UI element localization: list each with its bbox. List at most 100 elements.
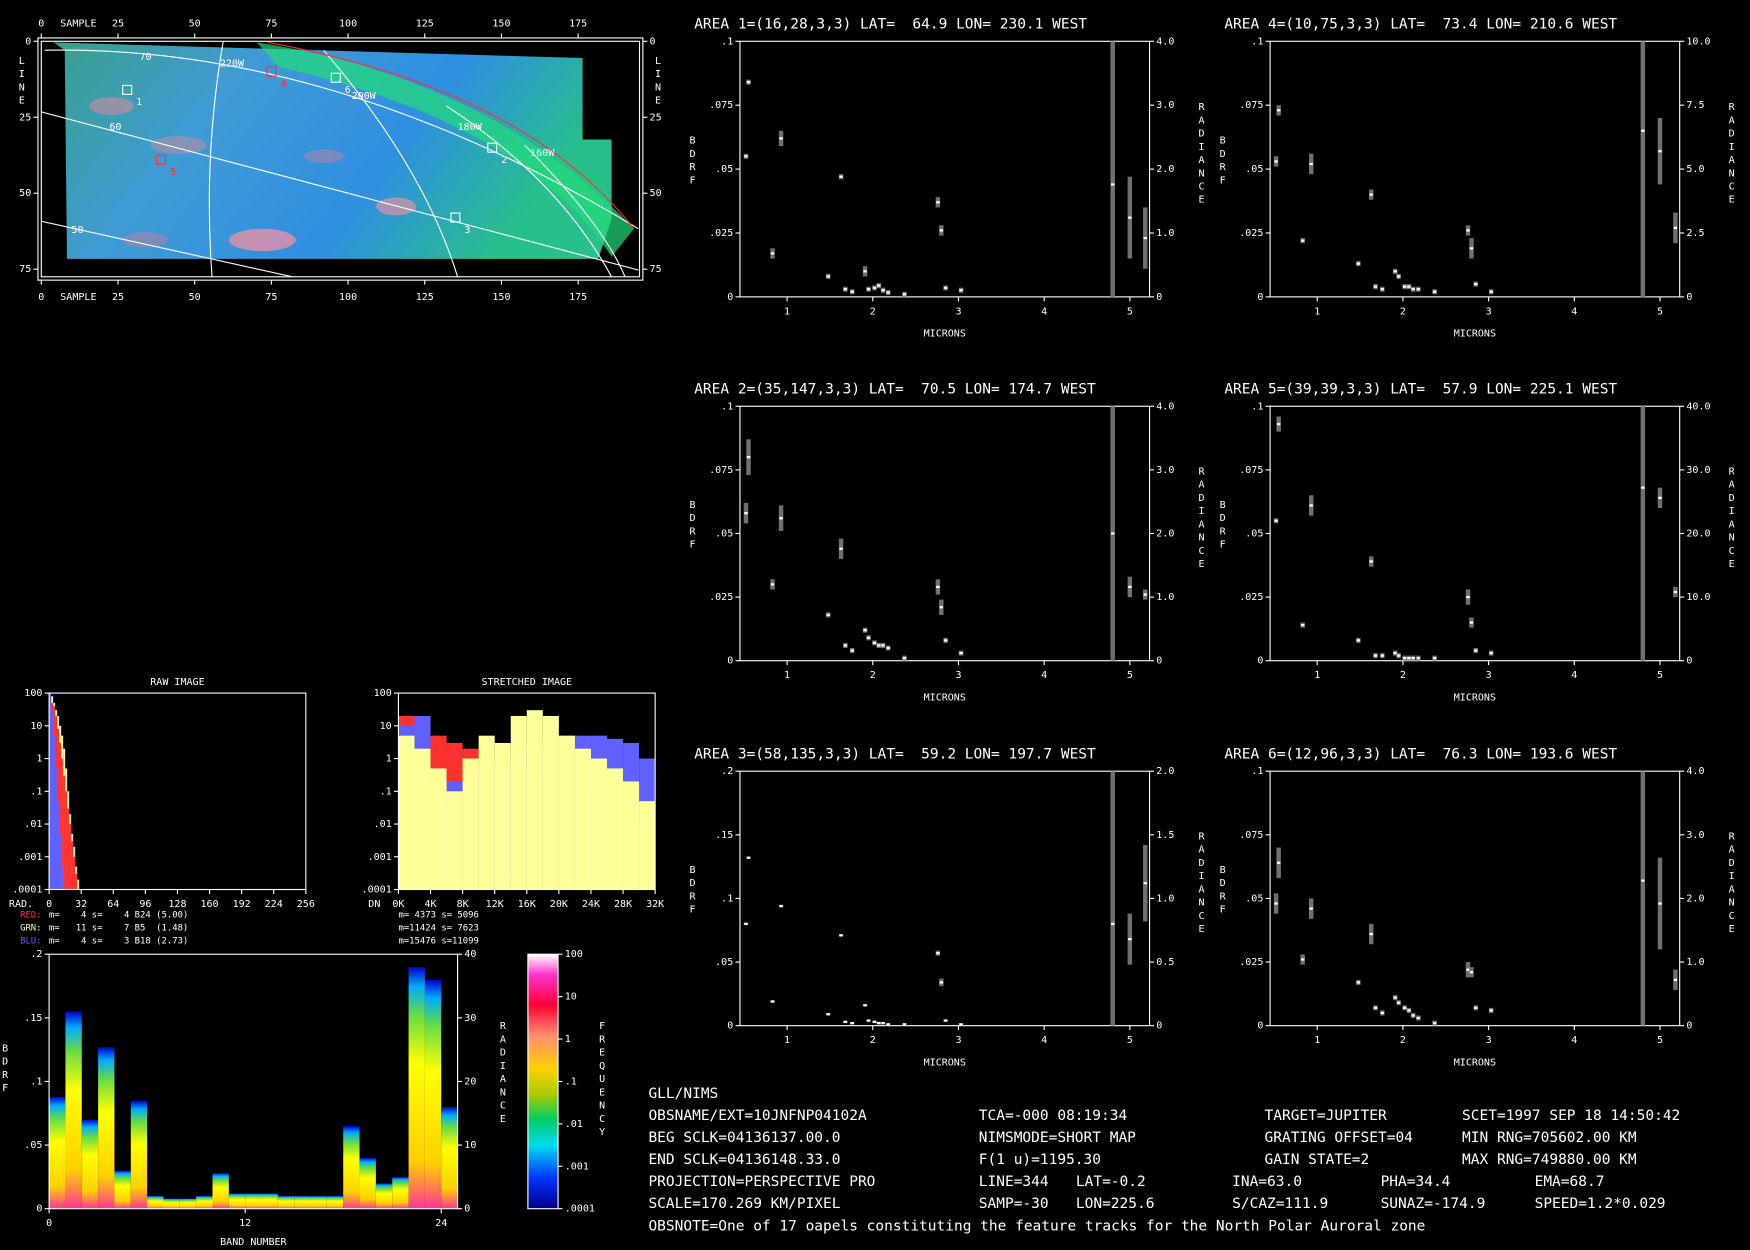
data-point bbox=[1416, 288, 1421, 291]
tick-label: 10 bbox=[464, 1140, 476, 1151]
tick-label: 8K bbox=[457, 899, 469, 910]
data-point bbox=[1432, 1022, 1437, 1025]
tick-label: .001 bbox=[368, 852, 392, 863]
info-text: SUNAZ=-174.9 bbox=[1381, 1196, 1486, 1212]
grid-label: 180W bbox=[458, 122, 483, 133]
tick-label: .075 bbox=[709, 100, 733, 111]
data-point bbox=[1309, 162, 1313, 166]
tick-label: .05 bbox=[1245, 164, 1263, 175]
data-point bbox=[1641, 486, 1645, 489]
tick-label: 7.5 bbox=[1686, 100, 1704, 111]
band-bar bbox=[212, 1173, 229, 1209]
histogram-bar bbox=[57, 801, 60, 890]
x-axis-label: BAND NUMBER bbox=[220, 1237, 287, 1248]
tick-label: .075 bbox=[1239, 465, 1263, 476]
data-point bbox=[1407, 1009, 1411, 1012]
area-marker-label: 5 bbox=[170, 167, 176, 178]
data-point bbox=[1402, 285, 1407, 288]
tick-label: 24 bbox=[435, 1218, 447, 1229]
data-point bbox=[943, 639, 948, 642]
data-point bbox=[1411, 657, 1415, 660]
chart-title: AREA 4=(10,75,3,3) LAT= 73.4 LON= 210.6 … bbox=[1224, 17, 1617, 33]
info-text: LAT=-0.2 bbox=[1076, 1174, 1146, 1190]
tick-label: 100 bbox=[374, 688, 392, 699]
tick-label: 0 bbox=[1156, 292, 1162, 303]
data-point bbox=[1274, 160, 1278, 163]
histogram-bar bbox=[71, 841, 74, 890]
tick-label: .0001 bbox=[12, 885, 42, 896]
tick-label: 40 bbox=[464, 949, 476, 960]
tick-label: 2 bbox=[870, 1035, 876, 1046]
tick-label: 75 bbox=[19, 264, 31, 275]
tick-label: 5 bbox=[1127, 1035, 1133, 1046]
tick-label: 25 bbox=[112, 18, 124, 29]
data-point bbox=[744, 155, 748, 158]
stat-text: m= 11 s= 7 B5 (1.48) bbox=[44, 924, 189, 934]
tick-label: 0 bbox=[1156, 1021, 1162, 1032]
data-point bbox=[850, 649, 854, 652]
histogram-bar bbox=[623, 781, 640, 890]
tick-label: 0.5 bbox=[1156, 957, 1174, 968]
data-point bbox=[939, 229, 944, 232]
data-point bbox=[1143, 593, 1147, 596]
plot-frame bbox=[739, 770, 1151, 1027]
info-text: LON=225.6 bbox=[1076, 1196, 1155, 1212]
data-point bbox=[1143, 882, 1147, 885]
data-point bbox=[902, 1023, 907, 1026]
stat-label: GRN: bbox=[20, 924, 41, 934]
tick-label: 125 bbox=[416, 18, 434, 29]
data-point bbox=[877, 284, 881, 287]
data-point bbox=[1466, 229, 1470, 232]
histogram-bar bbox=[53, 735, 56, 890]
chart-title: RAW IMAGE bbox=[150, 677, 204, 688]
histogram-bar bbox=[67, 808, 70, 890]
plot-frame bbox=[1269, 770, 1681, 1027]
area-marker bbox=[266, 66, 277, 77]
colorbar bbox=[527, 953, 559, 1210]
tick-label: 0 bbox=[650, 36, 656, 47]
tick-label: .025 bbox=[709, 592, 733, 603]
info-text: OBSNAME/EXT=10JNFNP04102A bbox=[648, 1108, 867, 1124]
tick-label: 10 bbox=[380, 721, 392, 732]
tick-label: .1 bbox=[1251, 766, 1263, 777]
data-point bbox=[1673, 590, 1678, 594]
info-text: END SCLK=04136148.33.0 bbox=[648, 1152, 840, 1168]
data-point bbox=[1380, 1011, 1385, 1015]
info-text: GRATING OFFSET=04 bbox=[1265, 1130, 1414, 1146]
plot-area bbox=[1273, 771, 1678, 1026]
tick-label: 20 bbox=[464, 1076, 476, 1087]
map-frame bbox=[37, 37, 644, 281]
info-text: NIMSMODE=SHORT MAP bbox=[979, 1130, 1136, 1146]
tick-label: 5 bbox=[1657, 1035, 1663, 1046]
y2-axis-label: RADIANCE bbox=[497, 1021, 508, 1127]
histogram-bar bbox=[59, 833, 62, 890]
data-point bbox=[936, 952, 940, 955]
data-point bbox=[866, 288, 871, 291]
tick-label: .05 bbox=[1245, 893, 1263, 904]
info-text: SPEED=1.2*0.029 bbox=[1535, 1196, 1666, 1212]
tick-label: 1 bbox=[1314, 670, 1320, 681]
data-point bbox=[1641, 129, 1645, 132]
histogram-bar bbox=[446, 791, 463, 890]
area-marker bbox=[450, 212, 461, 223]
info-text: PHA=34.4 bbox=[1381, 1174, 1451, 1190]
tick-label: 30.0 bbox=[1686, 465, 1710, 476]
tick-label: 12 bbox=[239, 1218, 251, 1229]
data-point bbox=[1673, 226, 1678, 229]
x-axis-label: MICRONS bbox=[924, 329, 966, 340]
tick-label: 160 bbox=[200, 899, 218, 910]
chart-title: AREA 2=(35,147,3,3) LAT= 70.5 LON= 174.7… bbox=[694, 382, 1096, 398]
tick-label: .15 bbox=[24, 1013, 42, 1024]
histogram-bar bbox=[55, 768, 58, 890]
data-point bbox=[1356, 639, 1361, 642]
x-axis-label: SAMPLE bbox=[60, 18, 96, 29]
tick-label: 3 bbox=[955, 306, 961, 317]
histogram-bar bbox=[69, 824, 72, 890]
data-point bbox=[1380, 288, 1385, 291]
tick-label: 175 bbox=[569, 292, 587, 303]
data-point bbox=[1402, 1006, 1407, 1009]
tick-label: 2.0 bbox=[1156, 766, 1174, 777]
tick-label: .01 bbox=[24, 819, 42, 830]
tick-label: 64 bbox=[107, 899, 119, 910]
stat-text: m=15476 s=11099 bbox=[398, 936, 478, 946]
